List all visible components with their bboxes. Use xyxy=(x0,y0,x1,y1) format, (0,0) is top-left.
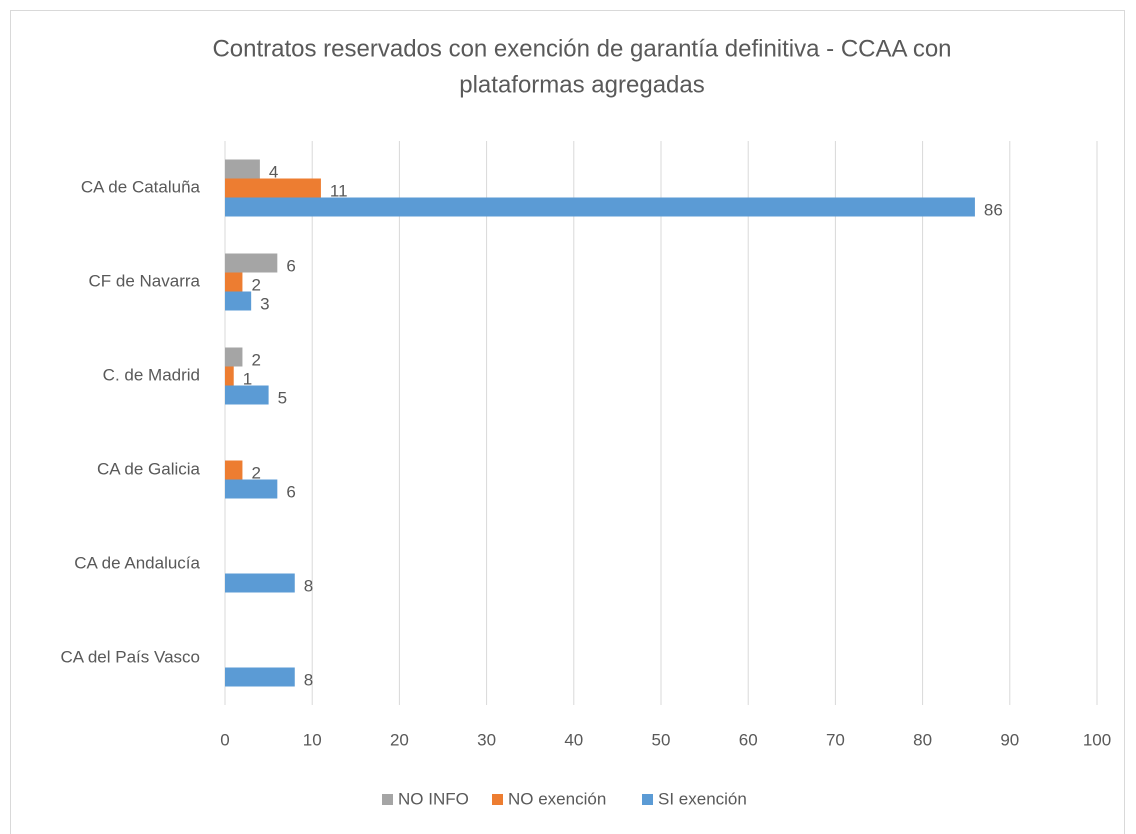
bar xyxy=(225,479,278,499)
legend-label: NO INFO xyxy=(398,789,469,808)
legend-swatch xyxy=(642,794,653,805)
chart-title: plataformas agregadas xyxy=(459,71,704,98)
bar xyxy=(225,159,260,179)
data-label: 2 xyxy=(251,463,260,482)
x-tick-label: 70 xyxy=(826,730,845,749)
data-label: 6 xyxy=(286,482,295,501)
bar xyxy=(225,385,269,405)
y-tick-label: CA del País Vasco xyxy=(60,647,200,666)
y-tick-label: CF de Navarra xyxy=(89,271,201,290)
x-tick-label: 10 xyxy=(303,730,322,749)
data-label: 6 xyxy=(286,256,295,275)
y-tick-label: CA de Cataluña xyxy=(81,177,201,196)
y-tick-label: CA de Andalucía xyxy=(74,553,200,572)
data-label: 86 xyxy=(984,200,1003,219)
data-label: 11 xyxy=(330,181,348,200)
legend-label: NO exención xyxy=(508,789,606,808)
x-tick-label: 30 xyxy=(477,730,496,749)
x-tick-label: 80 xyxy=(913,730,932,749)
x-tick-label: 60 xyxy=(739,730,758,749)
bar xyxy=(225,460,243,480)
legend-swatch xyxy=(492,794,503,805)
data-label: 2 xyxy=(251,350,260,369)
x-tick-label: 50 xyxy=(652,730,671,749)
data-label: 5 xyxy=(278,388,287,407)
chart-title: Contratos reservados con exención de gar… xyxy=(212,35,951,62)
bar xyxy=(225,291,252,311)
bar xyxy=(225,272,243,292)
bar xyxy=(225,573,295,593)
chart-frame xyxy=(10,10,1125,834)
data-label: 3 xyxy=(260,294,269,313)
legend-swatch xyxy=(382,794,393,805)
bar xyxy=(225,253,278,273)
data-label: 2 xyxy=(251,275,260,294)
bar xyxy=(225,178,321,198)
y-tick-label: CA de Galicia xyxy=(97,459,201,478)
data-label: 8 xyxy=(304,670,313,689)
data-label: 4 xyxy=(269,162,278,181)
y-tick-label: C. de Madrid xyxy=(103,365,200,384)
x-tick-label: 100 xyxy=(1083,730,1111,749)
bar xyxy=(225,347,243,367)
bar xyxy=(225,667,295,687)
x-tick-label: 0 xyxy=(220,730,229,749)
bar xyxy=(225,197,975,217)
bar xyxy=(225,366,234,386)
data-label: 8 xyxy=(304,576,313,595)
x-tick-label: 90 xyxy=(1000,730,1019,749)
x-tick-label: 20 xyxy=(390,730,409,749)
x-tick-label: 40 xyxy=(564,730,583,749)
data-label: 1 xyxy=(243,369,252,388)
legend-label: SI exención xyxy=(658,789,747,808)
